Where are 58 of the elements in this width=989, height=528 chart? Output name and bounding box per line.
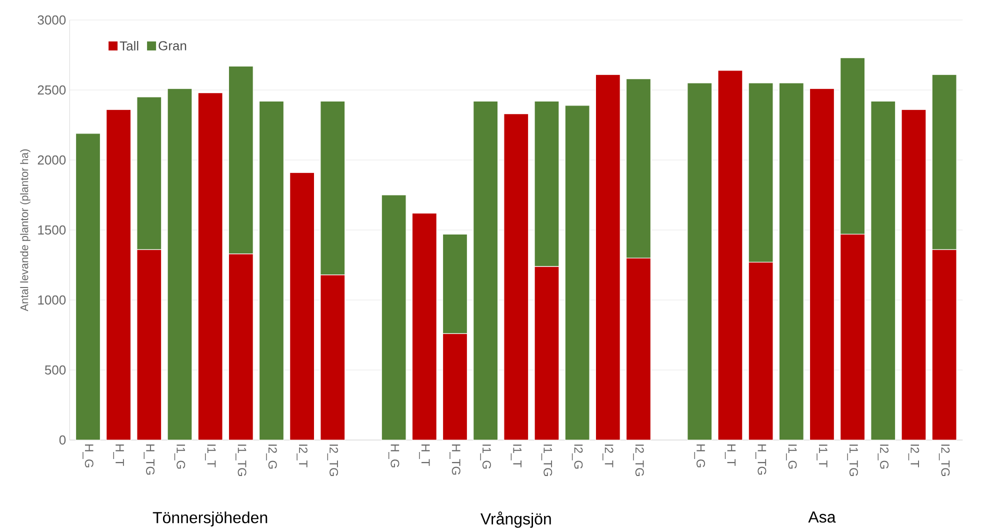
legend-label: Tall — [120, 40, 138, 51]
x-tick-label: I1_G — [174, 444, 186, 469]
bar — [106, 109, 132, 440]
x-tick-label: H_T — [113, 444, 124, 466]
bar — [687, 82, 712, 440]
x-tick-label: H_TG — [755, 444, 766, 475]
y-tick-label: 2000 — [38, 155, 66, 165]
bar — [258, 100, 284, 440]
x-tick-label: I1_TG — [847, 444, 858, 476]
x-tick-label: H_TG — [450, 444, 460, 475]
bar — [901, 109, 926, 440]
y-tick-label: 1000 — [38, 295, 66, 305]
y-tick-label: 0 — [59, 435, 66, 445]
text: Vrångsjön — [480, 512, 551, 528]
text: Tönnersjöheden — [152, 512, 268, 526]
x-tick-label: I2_G — [572, 444, 583, 469]
y-axis-title: Antal levande plantor (plantor ha) — [20, 149, 30, 312]
x-tick-label: H_TG — [144, 444, 155, 475]
bar — [290, 172, 315, 440]
y-tick-label: 500 — [44, 365, 66, 375]
bar — [504, 113, 529, 440]
x-tick-label: I1_T — [816, 444, 828, 468]
x-tick-label: I2_TG — [633, 444, 644, 476]
bar — [412, 212, 437, 440]
x-tick-label: I2_TG — [938, 444, 950, 476]
bar — [778, 82, 804, 440]
x-tick-label: H_G — [388, 444, 400, 468]
x-tick-label: I1_G — [786, 444, 797, 469]
text: Asa — [808, 512, 836, 523]
x-tick-label: H_G — [82, 444, 94, 468]
bar — [870, 100, 896, 440]
bar — [595, 74, 620, 440]
x-tick-label: I1_TG — [236, 444, 246, 476]
x-tick-label: I1_T — [510, 444, 522, 468]
x-tick-label: I2_T — [296, 444, 308, 468]
x-tick-label: I2_T — [908, 444, 920, 468]
x-tick-label: I1_TG — [541, 444, 552, 476]
x-tick-label: H_T — [419, 444, 430, 466]
bar — [564, 105, 590, 440]
legend-label: Gran — [158, 41, 186, 50]
bar — [718, 70, 743, 440]
y-tick-label: 2500 — [38, 85, 66, 95]
bar — [167, 88, 192, 440]
x-tick-label: I1_G — [480, 444, 491, 469]
x-tick-label: I1_T — [205, 444, 216, 468]
bar — [381, 194, 406, 440]
bar — [809, 88, 835, 440]
bar — [198, 92, 223, 440]
y-tick-label: 3000 — [38, 15, 66, 25]
bar — [75, 133, 101, 440]
x-tick-label: I2_T — [602, 444, 614, 468]
x-tick-label: I2_G — [878, 444, 889, 469]
bar — [473, 100, 498, 440]
y-tick-label: 1500 — [38, 225, 66, 235]
x-tick-label: I2_G — [266, 444, 277, 469]
x-tick-label: H_G — [694, 444, 706, 468]
x-tick-label: I2_TG — [327, 444, 338, 476]
x-tick-label: H_T — [724, 444, 736, 466]
